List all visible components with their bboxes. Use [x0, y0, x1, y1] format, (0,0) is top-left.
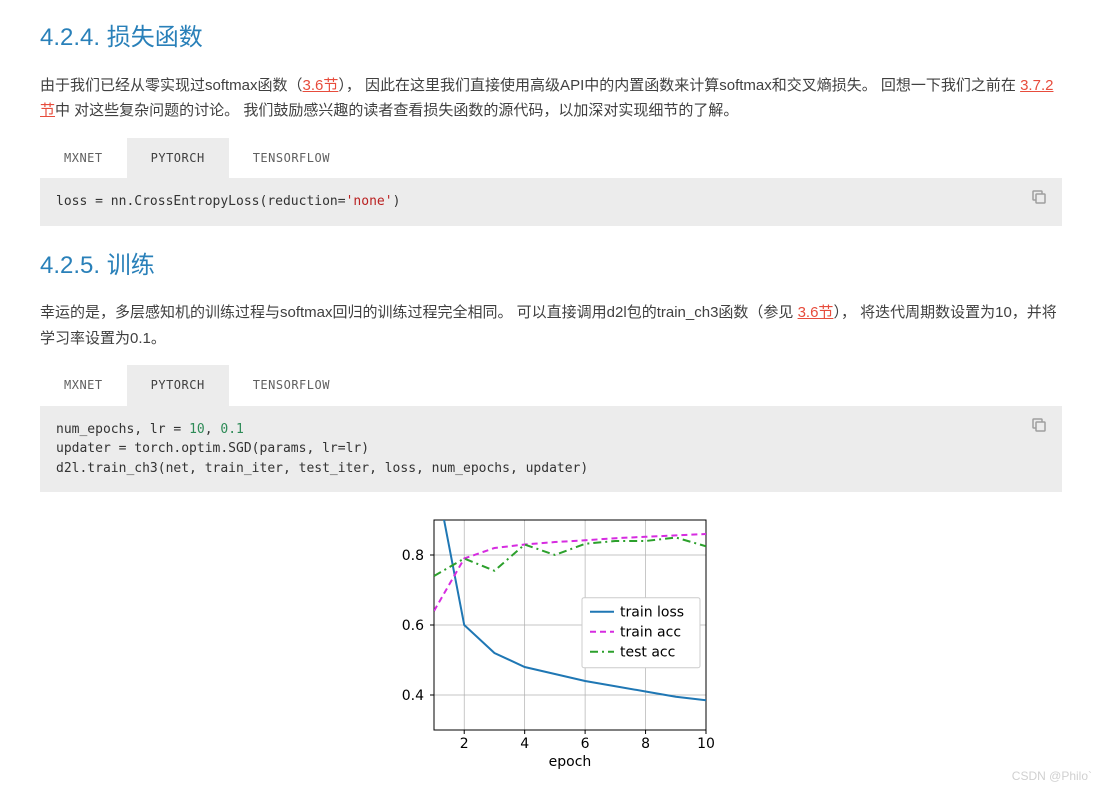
text: 幸运的是，多层感知机的训练过程与softmax回归的训练过程完全相同。 可以直接… [40, 304, 798, 321]
text: 由于我们已经从零实现过softmax函数（ [40, 77, 303, 94]
svg-text:6: 6 [581, 736, 590, 752]
framework-tabs-1: MXNET PYTORCH TENSORFLOW [40, 138, 1062, 178]
section2-paragraph: 幸运的是，多层感知机的训练过程与softmax回归的训练过程完全相同。 可以直接… [40, 300, 1062, 351]
section-heading-train: 4.2.5. 训练 [40, 246, 1062, 287]
code-block-loss: loss = nn.CrossEntropyLoss(reduction='no… [40, 178, 1062, 226]
tab-tensorflow[interactable]: TENSORFLOW [229, 138, 354, 178]
svg-text:train loss: train loss [620, 605, 684, 621]
framework-tabs-2: MXNET PYTORCH TENSORFLOW [40, 365, 1062, 405]
svg-text:epoch: epoch [549, 754, 592, 770]
tab-pytorch[interactable]: PYTORCH [127, 365, 229, 405]
text: ）， 因此在这里我们直接使用高级API中的内置函数来计算softmax和交叉熵损… [338, 77, 1020, 94]
text: 中 对这些复杂问题的讨论。 我们鼓励感兴趣的读者查看损失函数的源代码，以加深对实… [55, 102, 738, 119]
tab-tensorflow[interactable]: TENSORFLOW [229, 365, 354, 405]
training-chart: 2 4 6 8 10 0.4 0.6 0.8 epoch train loss train acc t… [386, 512, 716, 772]
svg-text:2: 2 [460, 736, 469, 752]
svg-text:10: 10 [697, 736, 715, 752]
tab-pytorch[interactable]: PYTORCH [127, 138, 229, 178]
tab-mxnet[interactable]: MXNET [40, 365, 127, 405]
code-content: num_epochs, lr = 10, 0.1 updater = torch… [56, 420, 1046, 479]
svg-text:0.4: 0.4 [402, 688, 424, 704]
link-3-6b[interactable]: 3.6节 [798, 304, 834, 321]
training-chart-container: 2 4 6 8 10 0.4 0.6 0.8 epoch train loss train acc t… [40, 512, 1062, 772]
copy-icon[interactable] [1030, 416, 1048, 434]
section1-paragraph: 由于我们已经从零实现过softmax函数（3.6节）， 因此在这里我们直接使用高… [40, 73, 1062, 124]
code-block-train: num_epochs, lr = 10, 0.1 updater = torch… [40, 406, 1062, 493]
svg-text:4: 4 [520, 736, 529, 752]
copy-icon[interactable] [1030, 188, 1048, 206]
watermark: CSDN @Philo` [1012, 766, 1092, 786]
tab-mxnet[interactable]: MXNET [40, 138, 127, 178]
svg-text:0.6: 0.6 [402, 618, 424, 634]
svg-text:train acc: train acc [620, 625, 681, 641]
svg-text:test acc: test acc [620, 645, 675, 661]
section-heading-loss: 4.2.4. 损失函数 [40, 18, 1062, 59]
svg-text:8: 8 [641, 736, 650, 752]
link-3-6[interactable]: 3.6节 [303, 77, 339, 94]
svg-text:0.8: 0.8 [402, 548, 424, 564]
code-content: loss = nn.CrossEntropyLoss(reduction='no… [56, 192, 1046, 212]
